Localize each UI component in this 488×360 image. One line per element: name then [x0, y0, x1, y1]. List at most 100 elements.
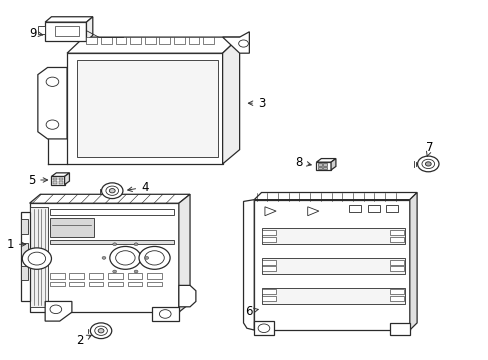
- Polygon shape: [21, 212, 30, 301]
- Polygon shape: [45, 22, 86, 41]
- Bar: [50, 217, 94, 237]
- Bar: [159, 37, 170, 44]
- Bar: [389, 266, 403, 271]
- Bar: [203, 37, 213, 44]
- Polygon shape: [45, 17, 93, 22]
- Bar: [262, 266, 276, 271]
- Bar: [89, 282, 103, 286]
- Polygon shape: [67, 53, 222, 164]
- Polygon shape: [30, 207, 47, 307]
- Text: 5: 5: [28, 174, 47, 186]
- Polygon shape: [254, 193, 416, 200]
- Bar: [21, 219, 28, 234]
- Bar: [385, 205, 397, 212]
- Circle shape: [144, 256, 148, 259]
- Bar: [323, 167, 326, 169]
- Bar: [147, 273, 162, 279]
- Bar: [262, 230, 276, 235]
- Polygon shape: [222, 37, 239, 164]
- Bar: [389, 296, 403, 301]
- Polygon shape: [316, 162, 330, 170]
- Circle shape: [110, 247, 141, 269]
- Text: 4: 4: [127, 181, 148, 194]
- Circle shape: [113, 243, 116, 246]
- Polygon shape: [77, 60, 217, 157]
- Bar: [59, 181, 62, 184]
- Polygon shape: [38, 67, 67, 139]
- Circle shape: [22, 248, 51, 269]
- Polygon shape: [30, 194, 190, 203]
- Circle shape: [102, 183, 122, 199]
- Ellipse shape: [301, 290, 365, 301]
- Polygon shape: [179, 194, 190, 312]
- Circle shape: [50, 305, 61, 314]
- Bar: [21, 243, 28, 257]
- Text: 9: 9: [29, 27, 43, 40]
- Polygon shape: [261, 258, 404, 274]
- Circle shape: [46, 77, 59, 86]
- Polygon shape: [152, 307, 179, 321]
- Bar: [348, 205, 361, 212]
- Circle shape: [109, 189, 115, 193]
- Bar: [127, 273, 142, 279]
- Bar: [147, 282, 162, 286]
- Text: 8: 8: [295, 156, 310, 168]
- Text: 1: 1: [6, 238, 26, 251]
- Bar: [174, 37, 184, 44]
- Bar: [389, 260, 403, 265]
- Bar: [21, 266, 28, 280]
- Circle shape: [28, 252, 45, 265]
- Bar: [86, 37, 97, 44]
- Ellipse shape: [301, 231, 365, 242]
- Bar: [101, 37, 112, 44]
- Polygon shape: [261, 288, 404, 303]
- Circle shape: [159, 310, 171, 318]
- Bar: [89, 273, 103, 279]
- Polygon shape: [330, 158, 335, 170]
- Bar: [127, 282, 142, 286]
- Bar: [50, 282, 64, 286]
- Bar: [188, 37, 199, 44]
- Polygon shape: [316, 158, 335, 162]
- Bar: [144, 37, 155, 44]
- Text: 7: 7: [426, 141, 433, 157]
- Bar: [389, 237, 403, 242]
- Bar: [367, 205, 379, 212]
- Bar: [262, 289, 276, 294]
- Polygon shape: [254, 200, 409, 330]
- Bar: [323, 163, 326, 166]
- Polygon shape: [261, 228, 404, 244]
- Circle shape: [98, 329, 104, 333]
- Bar: [108, 282, 122, 286]
- Circle shape: [116, 251, 135, 265]
- Bar: [262, 260, 276, 265]
- Circle shape: [102, 256, 106, 259]
- Circle shape: [238, 40, 248, 47]
- Bar: [108, 273, 122, 279]
- Bar: [50, 208, 174, 215]
- Polygon shape: [264, 207, 276, 216]
- Bar: [50, 240, 174, 244]
- Bar: [389, 289, 403, 294]
- Circle shape: [139, 247, 170, 269]
- Circle shape: [113, 270, 116, 273]
- Circle shape: [258, 324, 269, 333]
- Circle shape: [134, 270, 138, 273]
- Text: 6: 6: [244, 305, 258, 318]
- Polygon shape: [254, 321, 273, 336]
- Bar: [53, 178, 57, 180]
- Polygon shape: [307, 207, 318, 216]
- Circle shape: [46, 120, 59, 129]
- Bar: [116, 37, 126, 44]
- Polygon shape: [51, 173, 69, 176]
- Bar: [262, 296, 276, 301]
- Polygon shape: [86, 17, 93, 41]
- Polygon shape: [222, 32, 249, 53]
- Bar: [53, 181, 57, 184]
- Polygon shape: [179, 285, 196, 307]
- Bar: [55, 26, 79, 36]
- Polygon shape: [64, 173, 69, 185]
- Polygon shape: [243, 200, 254, 330]
- Circle shape: [144, 251, 164, 265]
- Bar: [130, 37, 141, 44]
